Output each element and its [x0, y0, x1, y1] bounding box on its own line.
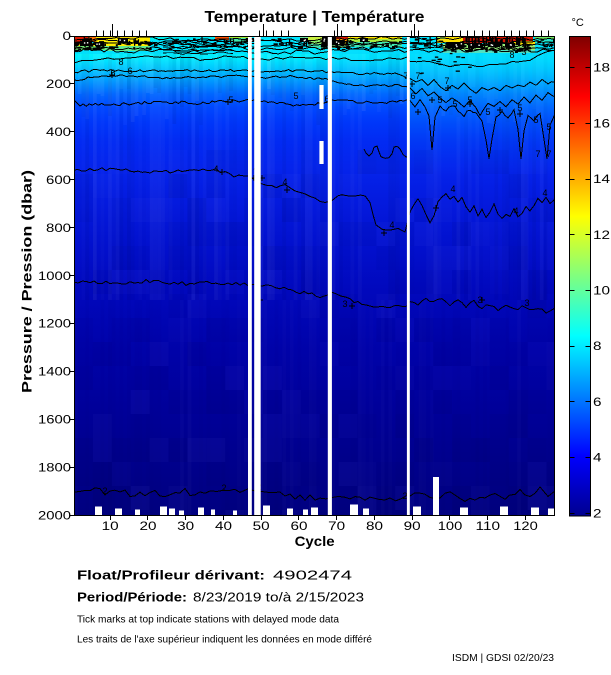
- svg-text:6: 6: [410, 91, 415, 101]
- svg-text:80: 80: [366, 521, 383, 533]
- svg-text:18: 18: [593, 63, 610, 75]
- svg-text:5: 5: [452, 99, 457, 109]
- svg-text:120: 120: [513, 521, 538, 533]
- svg-text:4: 4: [450, 184, 455, 194]
- svg-text:2: 2: [102, 486, 107, 496]
- svg-text:6: 6: [127, 66, 132, 76]
- svg-text:100: 100: [438, 521, 463, 533]
- svg-text:50: 50: [253, 521, 270, 533]
- svg-text:4902474: 4902474: [273, 568, 352, 583]
- svg-text:3: 3: [342, 299, 347, 309]
- svg-text:7: 7: [415, 71, 420, 81]
- svg-text:40: 40: [215, 521, 232, 533]
- svg-text:8: 8: [593, 341, 602, 353]
- svg-text:3: 3: [524, 298, 529, 308]
- svg-text:20: 20: [140, 521, 157, 533]
- svg-text:4: 4: [542, 188, 547, 198]
- svg-text:1000: 1000: [38, 271, 71, 283]
- svg-text:5: 5: [533, 115, 538, 125]
- svg-text:Cycle: Cycle: [295, 533, 335, 549]
- svg-text:7: 7: [444, 76, 449, 86]
- svg-text:10: 10: [593, 286, 610, 298]
- svg-text:5: 5: [546, 122, 551, 132]
- svg-text:2: 2: [593, 508, 602, 520]
- svg-text:8: 8: [118, 57, 123, 67]
- svg-text:7: 7: [546, 149, 551, 159]
- svg-text:6: 6: [324, 94, 329, 104]
- svg-text:6: 6: [110, 68, 115, 78]
- svg-text:4: 4: [389, 220, 394, 230]
- svg-text:16: 16: [593, 118, 610, 130]
- svg-text:8: 8: [509, 50, 514, 60]
- svg-text:°C: °C: [572, 17, 584, 29]
- svg-text:6: 6: [593, 397, 602, 409]
- svg-text:12: 12: [593, 230, 610, 242]
- svg-text:110: 110: [476, 521, 501, 533]
- svg-text:60: 60: [291, 521, 308, 533]
- svg-text:9: 9: [497, 42, 502, 52]
- svg-text:70: 70: [328, 521, 345, 533]
- svg-text:0: 0: [63, 31, 72, 43]
- svg-text:200: 200: [46, 79, 71, 91]
- svg-text:3: 3: [477, 295, 482, 305]
- svg-text:4: 4: [282, 177, 287, 187]
- svg-text:30: 30: [177, 521, 194, 533]
- svg-text:14: 14: [593, 174, 611, 186]
- svg-text:Temperature | Température: Temperature | Température: [205, 9, 425, 26]
- svg-text:2000: 2000: [38, 511, 71, 523]
- svg-text:10: 10: [102, 521, 119, 533]
- svg-text:4: 4: [593, 453, 602, 465]
- svg-text:5: 5: [517, 103, 522, 113]
- svg-text:2: 2: [402, 491, 407, 501]
- svg-text:5: 5: [228, 95, 233, 105]
- svg-text:5: 5: [293, 91, 298, 101]
- svg-text:600: 600: [46, 175, 71, 187]
- svg-text:7: 7: [535, 149, 540, 159]
- svg-text:4: 4: [213, 164, 218, 174]
- svg-text:2: 2: [221, 483, 226, 493]
- svg-text:90: 90: [404, 521, 421, 533]
- svg-text:8/23/2019 to/à 2/15/2023: 8/23/2019 to/à 2/15/2023: [193, 590, 364, 605]
- svg-text:ISDM | GDSI 02/20/23: ISDM | GDSI 02/20/23: [452, 653, 554, 664]
- svg-text:3: 3: [521, 47, 526, 57]
- svg-text:Pressure / Pression (dbar): Pressure / Pression (dbar): [19, 170, 35, 393]
- svg-text:Period/Période:: Period/Période:: [77, 590, 187, 605]
- svg-text:5: 5: [437, 95, 442, 105]
- svg-text:Les traits de l'axe supérieur: Les traits de l'axe supérieur indiquent …: [77, 635, 372, 646]
- svg-text:1600: 1600: [38, 415, 71, 427]
- svg-text:1400: 1400: [38, 367, 71, 379]
- svg-text:1200: 1200: [38, 319, 71, 331]
- svg-text:5: 5: [485, 107, 490, 117]
- svg-text:Tick marks at top indicate sta: Tick marks at top indicate stations with…: [77, 615, 339, 626]
- svg-text:800: 800: [46, 223, 71, 235]
- svg-text:5: 5: [467, 95, 472, 105]
- svg-text:Float/Profileur dérivant:: Float/Profileur dérivant:: [77, 568, 265, 583]
- svg-text:1800: 1800: [38, 463, 71, 475]
- svg-text:7: 7: [403, 71, 408, 81]
- svg-text:4: 4: [513, 206, 518, 216]
- svg-text:400: 400: [46, 127, 71, 139]
